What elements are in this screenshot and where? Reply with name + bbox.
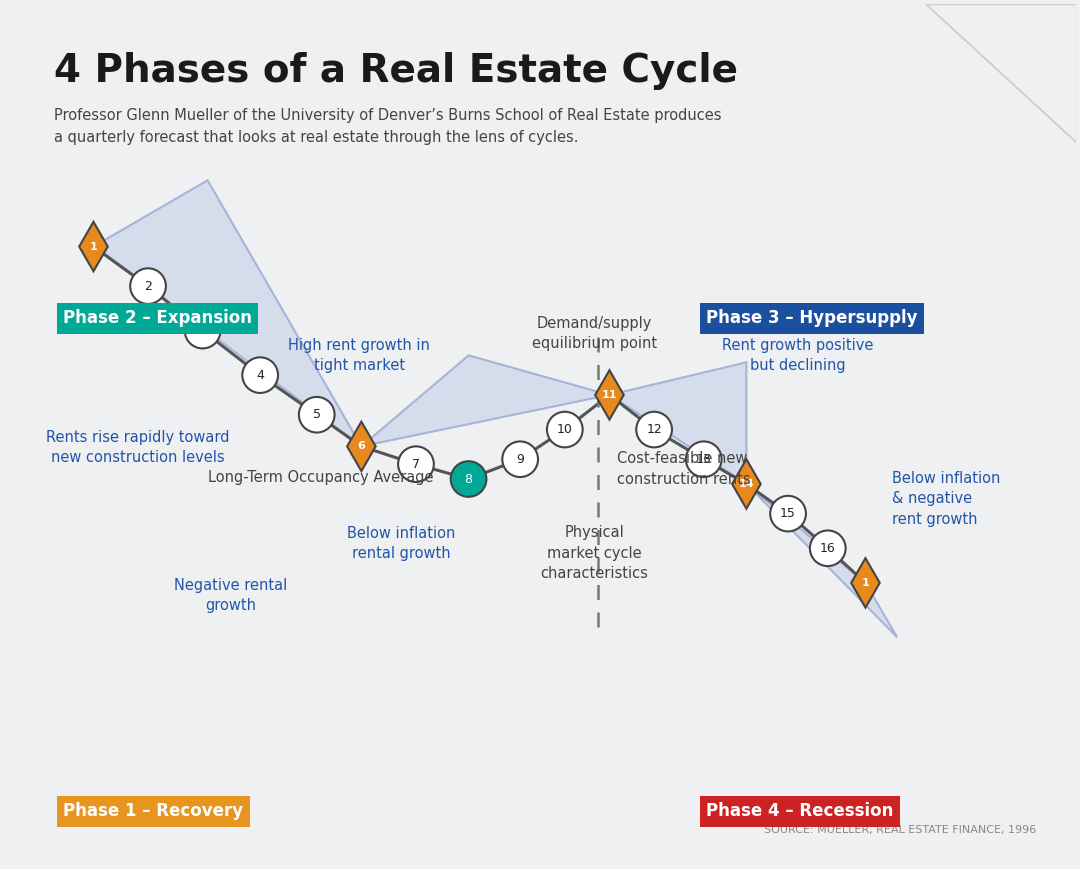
Text: Cost-feasible new
construction rents: Cost-feasible new construction rents xyxy=(618,451,751,487)
Text: Phase 1 – Recovery: Phase 1 – Recovery xyxy=(63,802,243,820)
Text: Below inflation
rental growth: Below inflation rental growth xyxy=(347,526,456,561)
Polygon shape xyxy=(851,558,880,607)
Text: High rent growth in
tight market: High rent growth in tight market xyxy=(288,338,430,373)
Circle shape xyxy=(810,530,846,566)
Polygon shape xyxy=(746,484,897,637)
Text: Demand/supply
equilibrium point: Demand/supply equilibrium point xyxy=(532,316,657,351)
Text: Below inflation
& negative
rent growth: Below inflation & negative rent growth xyxy=(892,471,1001,527)
Text: 2: 2 xyxy=(144,280,152,293)
Polygon shape xyxy=(926,4,1076,142)
Circle shape xyxy=(131,269,166,304)
Polygon shape xyxy=(79,222,108,271)
Text: 5: 5 xyxy=(313,408,321,421)
Circle shape xyxy=(299,397,335,433)
Polygon shape xyxy=(347,421,376,471)
Text: 9: 9 xyxy=(516,453,524,466)
Circle shape xyxy=(450,461,486,497)
Text: Phase 2 – Expansion: Phase 2 – Expansion xyxy=(63,309,252,328)
Polygon shape xyxy=(609,362,746,484)
Text: 13: 13 xyxy=(696,453,712,466)
Text: 4: 4 xyxy=(256,368,265,381)
Circle shape xyxy=(185,313,220,348)
Text: 12: 12 xyxy=(646,423,662,436)
Circle shape xyxy=(770,496,806,532)
Text: Professor Glenn Mueller of the University of Denver’s Burns School of Real Estat: Professor Glenn Mueller of the Universit… xyxy=(54,108,721,144)
Text: 8: 8 xyxy=(464,473,473,486)
Circle shape xyxy=(399,447,434,482)
Text: 3: 3 xyxy=(199,324,206,337)
Text: Long-Term Occupancy Average: Long-Term Occupancy Average xyxy=(207,469,433,485)
Text: Negative rental
growth: Negative rental growth xyxy=(174,578,287,614)
Polygon shape xyxy=(595,370,624,420)
Text: 15: 15 xyxy=(780,507,796,521)
Text: SOURCE: MUELLER, REAL ESTATE FINANCE, 1996: SOURCE: MUELLER, REAL ESTATE FINANCE, 19… xyxy=(764,826,1036,835)
Text: 1: 1 xyxy=(90,242,97,251)
Polygon shape xyxy=(732,459,760,508)
Text: Physical
market cycle
characteristics: Physical market cycle characteristics xyxy=(541,526,648,581)
Circle shape xyxy=(242,357,278,393)
Text: 1: 1 xyxy=(862,578,869,588)
Circle shape xyxy=(636,412,672,448)
Circle shape xyxy=(546,412,583,448)
Text: Phase 4 – Recession: Phase 4 – Recession xyxy=(706,802,893,820)
Text: 6: 6 xyxy=(357,441,365,451)
Text: 4 Phases of a Real Estate Cycle: 4 Phases of a Real Estate Cycle xyxy=(54,51,738,90)
Circle shape xyxy=(502,441,538,477)
Text: 16: 16 xyxy=(820,541,836,554)
Text: Rent growth positive
but declining: Rent growth positive but declining xyxy=(723,338,874,373)
Text: 11: 11 xyxy=(602,390,617,400)
Polygon shape xyxy=(362,355,609,447)
Text: Phase 3 – Hypersupply: Phase 3 – Hypersupply xyxy=(706,309,918,328)
Circle shape xyxy=(686,441,721,477)
Text: Rents rise rapidly toward
new construction levels: Rents rise rapidly toward new constructi… xyxy=(46,429,230,465)
Text: 14: 14 xyxy=(739,479,754,489)
Polygon shape xyxy=(94,180,362,447)
Text: 7: 7 xyxy=(411,458,420,471)
Text: 10: 10 xyxy=(557,423,572,436)
